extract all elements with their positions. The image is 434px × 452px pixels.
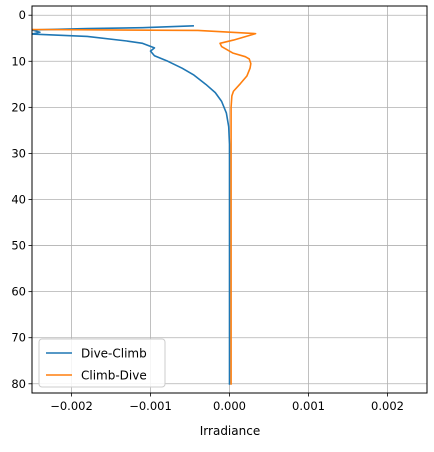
y-tick-label: 0 xyxy=(19,8,26,22)
y-tick-label: 10 xyxy=(11,54,26,68)
axis-ticks: −0.002 −0.001 0.000 0.001 0.002 0 10 20 30 40 50 60… xyxy=(11,8,404,413)
y-tick-label: 40 xyxy=(11,193,26,207)
y-tick-label: 60 xyxy=(11,285,26,299)
x-axis-label: Irradiance xyxy=(200,424,260,438)
legend-label: Dive-Climb xyxy=(81,347,147,361)
series-line-dive-climb xyxy=(32,25,231,385)
y-tick-label: 80 xyxy=(11,377,26,391)
x-tick-label: 0.002 xyxy=(371,399,404,413)
x-tick-label: −0.001 xyxy=(129,399,172,413)
series-line-climb-dive xyxy=(32,28,257,385)
legend: Dive-Climb Climb-Dive xyxy=(38,338,166,388)
y-tick-label: 30 xyxy=(11,146,26,160)
y-tick-label: 50 xyxy=(11,239,26,253)
x-tick-label: 0.001 xyxy=(292,399,325,413)
y-tick-label: 20 xyxy=(11,100,26,114)
series-lines xyxy=(32,25,257,385)
legend-label: Climb-Dive xyxy=(81,369,147,383)
y-tick-label: 70 xyxy=(11,331,26,345)
x-tick-label: 0.000 xyxy=(213,399,246,413)
x-tick-label: −0.002 xyxy=(50,399,93,413)
